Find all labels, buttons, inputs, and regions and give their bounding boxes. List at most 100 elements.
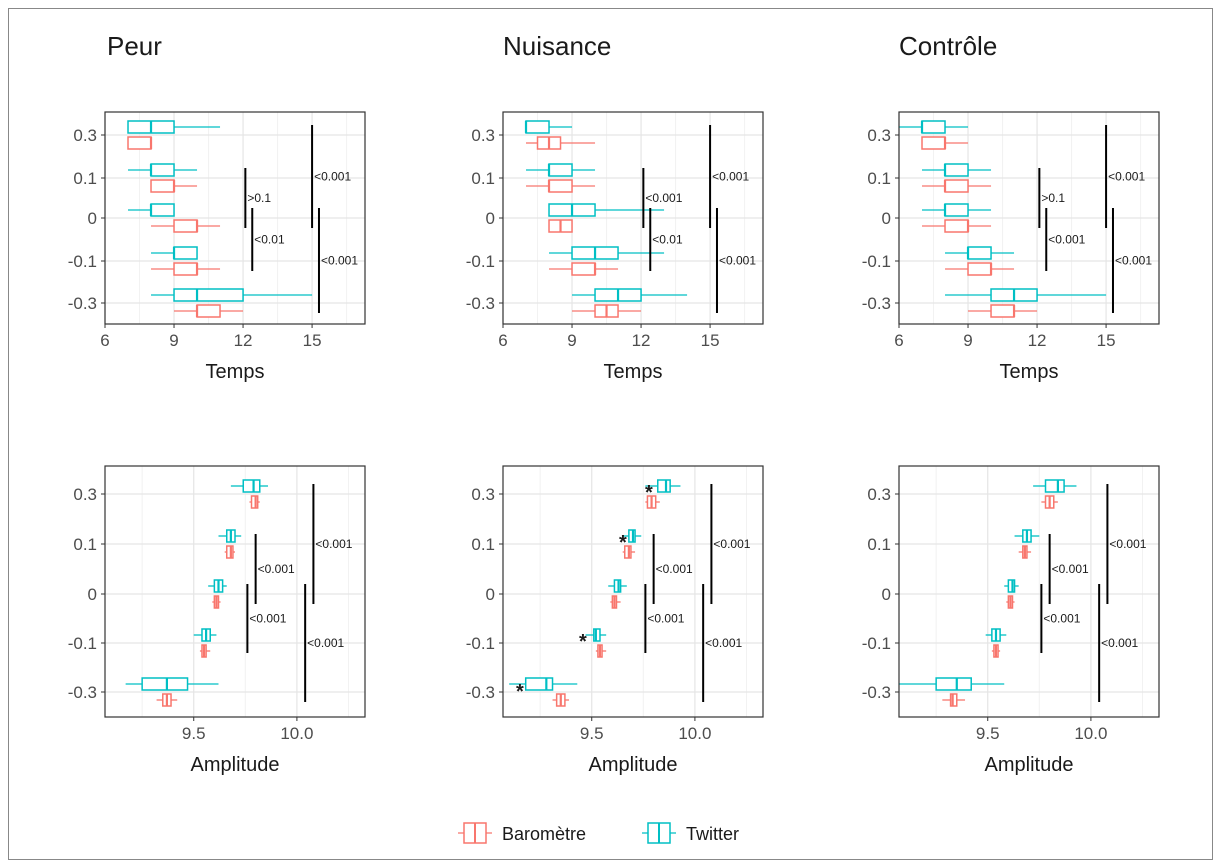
panel-5: <0.001 <0.001 <0.001 <0.001 * * * * 0.3 0.1 0 -0.1 -… <box>466 465 764 776</box>
panel-background <box>503 466 763 717</box>
barometre-box-0.3 <box>526 136 596 150</box>
y-tick-label: 0 <box>88 209 97 228</box>
twitter-box--0.3 <box>125 677 219 691</box>
p-value-label: <0.001 <box>713 537 750 551</box>
p-value-label: <0.001 <box>1101 636 1138 650</box>
x-tick-label: 6 <box>100 331 109 350</box>
box-iqr <box>150 179 175 193</box>
twitter-box--0.1 <box>945 246 1015 260</box>
box-iqr <box>921 136 946 150</box>
y-tick-label: -0.1 <box>862 634 891 653</box>
barometre-box--0.3 <box>156 693 178 707</box>
barometre-box--0.1 <box>945 262 1015 276</box>
y-tick-label: 0 <box>88 585 97 604</box>
x-tick-label: 15 <box>701 331 720 350</box>
x-tick-label: 15 <box>303 331 322 350</box>
box-iqr <box>196 304 221 318</box>
panel-2: <0.001 <0.001 <0.01 <0.001 0.3 0.1 0 -0.1 -0.36 9… <box>466 31 764 383</box>
box-iqr <box>967 262 992 276</box>
twitter-box-0.3 <box>899 120 969 134</box>
p-value-label: <0.001 <box>1048 233 1085 247</box>
p-value-label: <0.001 <box>1115 254 1152 268</box>
box-iqr <box>921 120 946 134</box>
panel-title: Peur <box>107 31 162 61</box>
x-tick-label: 12 <box>1028 331 1047 350</box>
barometre-box-0 <box>548 219 573 233</box>
y-tick-label: 0.3 <box>471 126 495 145</box>
x-tick-label: 6 <box>498 331 507 350</box>
p-value-label: <0.001 <box>712 170 749 184</box>
significance-star: * <box>516 681 524 703</box>
panel-background <box>899 466 1159 717</box>
x-tick-label: 9.5 <box>182 724 206 743</box>
twitter-box-0.1 <box>526 163 596 177</box>
y-tick-label: 0 <box>882 209 891 228</box>
x-axis-title: Temps <box>206 361 265 383</box>
significance-star: * <box>579 631 587 653</box>
box-iqr <box>571 262 596 276</box>
x-axis-title: Amplitude <box>589 754 678 776</box>
twitter-box-0.3 <box>645 479 681 493</box>
y-tick-label: 0.1 <box>867 169 891 188</box>
p-value-label: <0.001 <box>656 562 693 576</box>
y-tick-label: -0.3 <box>466 683 495 702</box>
panel-border <box>104 465 366 718</box>
twitter-box-0.1 <box>128 163 198 177</box>
p-value-label: <0.01 <box>652 233 683 247</box>
panel-title: Contrôle <box>899 31 997 61</box>
barometre-box--0.3 <box>552 693 570 707</box>
y-tick-label: -0.1 <box>862 252 891 271</box>
p-value-label: <0.001 <box>1043 612 1080 626</box>
barometre-box-0.1 <box>922 179 992 193</box>
box-iqr <box>141 677 189 691</box>
y-tick-label: -0.3 <box>466 294 495 313</box>
p-value-label: <0.001 <box>1052 562 1089 576</box>
p-value-label: <0.001 <box>645 191 682 205</box>
twitter-box-0.3 <box>230 479 269 493</box>
panel-border <box>502 465 764 718</box>
y-tick-label: 0.1 <box>73 169 97 188</box>
x-axis-title: Temps <box>604 361 663 383</box>
twitter-box-0.3 <box>524 120 573 134</box>
barometre-box-0 <box>922 219 992 233</box>
twitter-box--0.1 <box>985 628 1007 642</box>
significance-star: * <box>645 482 653 504</box>
barometre-box-0 <box>610 595 621 609</box>
p-value-label: <0.001 <box>647 612 684 626</box>
y-tick-label: 0.3 <box>73 485 97 504</box>
legend: Baromètre Twitter <box>458 822 739 844</box>
x-tick-label: 9 <box>963 331 972 350</box>
x-tick-label: 9.5 <box>976 724 1000 743</box>
x-tick-label: 12 <box>632 331 651 350</box>
p-value-label: <0.001 <box>705 636 742 650</box>
box-iqr <box>525 120 550 134</box>
y-tick-label: 0 <box>486 585 495 604</box>
box-iqr <box>1044 479 1065 493</box>
barometre-box--0.3 <box>572 304 642 318</box>
twitter-box-0.3 <box>1033 479 1077 493</box>
twitter-box--0.3 <box>572 288 688 302</box>
legend-item-barometre: Baromètre <box>458 822 586 844</box>
barometre-box-0.1 <box>1018 545 1032 559</box>
y-tick-label: 0.3 <box>73 126 97 145</box>
y-tick-label: 0.1 <box>471 535 495 554</box>
barometre-box-0.3 <box>249 495 260 509</box>
barometre-box-0.1 <box>224 545 235 559</box>
p-value-label: <0.001 <box>321 254 358 268</box>
x-axis-title: Amplitude <box>191 754 280 776</box>
panel-1: <0.001 >0.1 <0.01 <0.001 0.3 0.1 0 -0.1 -0.36 9 12… <box>68 31 366 383</box>
legend-label: Twitter <box>686 824 739 844</box>
box-iqr <box>173 246 198 260</box>
p-value-label: <0.001 <box>1109 537 1146 551</box>
barometre-box-0.3 <box>645 495 660 509</box>
barometre-box-0.1 <box>526 179 596 193</box>
panel-6: <0.001 <0.001 <0.001 <0.001 0.3 0.1 0 -0.1 -0.3 9… <box>862 465 1160 776</box>
x-tick-label: 9.5 <box>580 724 604 743</box>
twitter-box--0.1 <box>193 628 217 642</box>
panel-border <box>898 465 1160 718</box>
box-iqr <box>967 246 992 260</box>
legend-item-twitter: Twitter <box>642 822 739 844</box>
y-tick-label: -0.1 <box>68 634 97 653</box>
box-iqr <box>944 163 969 177</box>
p-value-label: <0.001 <box>258 562 295 576</box>
